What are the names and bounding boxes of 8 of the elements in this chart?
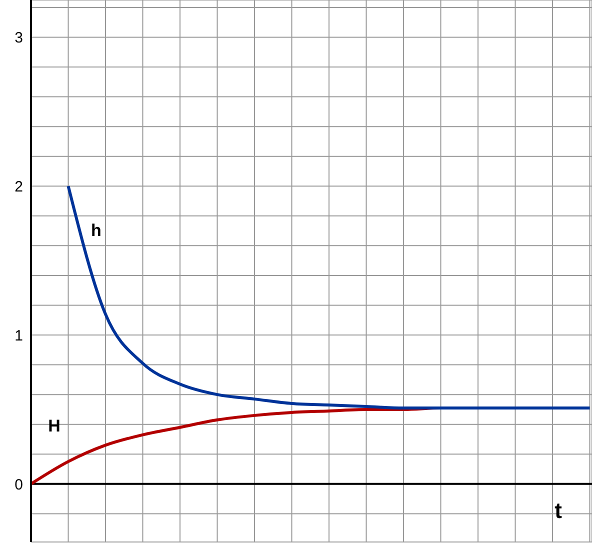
y-tick-label: 0 — [14, 476, 23, 494]
series-label: h — [91, 221, 102, 240]
x-axis-title: t — [554, 498, 562, 524]
y-tick-label: 2 — [14, 178, 23, 196]
series-label: H — [48, 416, 60, 436]
y-tick-label: 1 — [14, 327, 23, 344]
line-series — [66, 184, 592, 410]
y-tick-label: 3 — [14, 30, 23, 47]
